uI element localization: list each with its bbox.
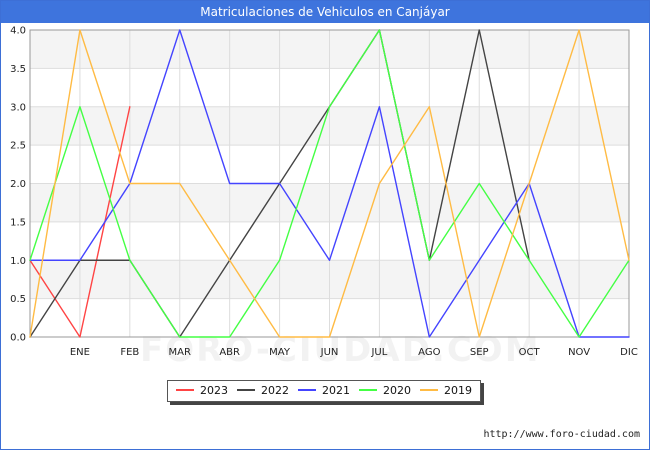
legend-swatch-2021 [298,389,316,391]
y-tick-label: 1.5 [10,217,26,228]
legend-label-2022: 2022 [261,384,289,397]
x-tick-label: MAY [269,347,291,358]
legend-item-2023: 2023 [176,381,228,401]
legend-item-2019: 2019 [420,381,472,401]
x-tick-label: NOV [568,347,590,358]
x-tick-label: JUN [320,347,339,358]
legend-item-2021: 2021 [298,381,350,401]
legend-label-2021: 2021 [322,384,350,397]
x-tick-label: AGO [418,347,440,358]
legend-item-2020: 2020 [359,381,411,401]
x-tick-label: ENE [70,347,90,358]
legend-swatch-2020 [359,389,377,391]
chart-title: Matriculaciones de Vehiculos en Canjáyar [1,1,649,23]
y-tick-label: 2.5 [10,141,26,152]
series-line-2019 [29,29,630,338]
series-line-2023 [29,106,131,338]
y-tick-label: 1.0 [10,256,26,267]
y-tick-label: 2.0 [10,179,26,190]
legend-swatch-2023 [176,389,194,391]
legend-label-2023: 2023 [200,384,228,397]
legend: 2023 2022 2021 2020 2019 [167,380,481,402]
x-tick-label: DIC [620,347,638,358]
legend-swatch-2022 [237,389,255,391]
x-tick-label: ABR [219,347,240,358]
legend-label-2020: 2020 [383,384,411,397]
x-tick-label: MAR [169,347,191,358]
y-tick-label: 4.0 [10,26,26,37]
source-url: http://www.foro-ciudad.com [483,429,640,440]
legend-label-2019: 2019 [444,384,472,397]
legend-item-2022: 2022 [237,381,289,401]
y-tick-label: 3.0 [10,102,26,113]
y-tick-label: 0.0 [10,333,26,344]
x-tick-label: JUL [370,347,387,358]
x-tick-label: FEB [120,347,139,358]
x-tick-label: SEP [470,347,489,358]
series-line-2020 [29,29,630,338]
legend-swatch-2019 [420,389,438,391]
y-tick-label: 3.5 [10,64,26,75]
x-tick-label: OCT [519,347,541,358]
y-tick-label: 0.5 [10,294,26,305]
